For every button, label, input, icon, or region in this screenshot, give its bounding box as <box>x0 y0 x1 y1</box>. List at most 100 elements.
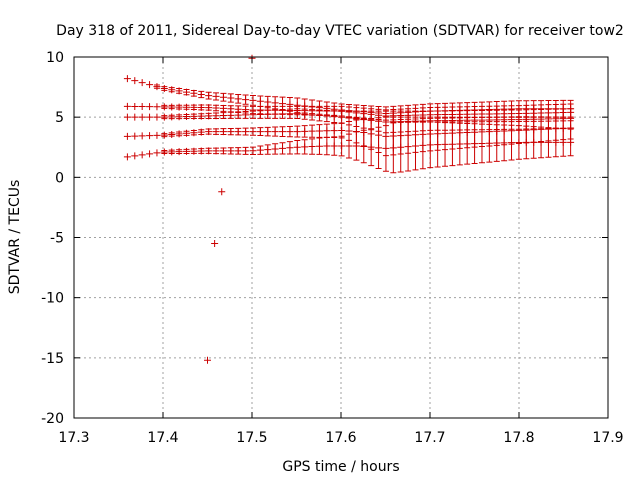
data-point <box>182 129 190 137</box>
data-point <box>160 131 168 139</box>
data-point <box>168 148 176 156</box>
data-point <box>219 128 227 136</box>
data-point <box>219 93 227 101</box>
data-point <box>308 143 316 151</box>
data-layer <box>123 54 575 364</box>
x-tick-label: 17.3 <box>58 430 89 446</box>
data-point <box>205 92 213 100</box>
data-point <box>293 128 301 136</box>
data-point <box>175 113 183 121</box>
y-tick-label: 5 <box>55 110 64 126</box>
data-point <box>256 111 264 119</box>
x-tick-label: 17.4 <box>147 430 178 446</box>
data-point <box>330 127 338 135</box>
data-point <box>315 111 323 119</box>
data-point <box>338 113 346 121</box>
outlier-point <box>218 188 226 196</box>
data-point <box>138 103 146 111</box>
data-point <box>205 147 213 155</box>
data-point <box>264 128 272 136</box>
y-tick-label: 0 <box>55 170 64 186</box>
x-tick-label: 17.8 <box>503 430 534 446</box>
data-point <box>271 128 279 136</box>
data-point <box>249 147 257 155</box>
data-point <box>190 112 198 120</box>
data-point <box>404 143 412 151</box>
data-point <box>131 152 139 160</box>
data-point <box>205 112 213 120</box>
data-point <box>434 141 442 149</box>
data-point <box>227 94 235 102</box>
data-point <box>227 111 235 119</box>
data-point <box>338 126 346 134</box>
y-tick-label: -20 <box>41 411 64 427</box>
data-point <box>190 147 198 155</box>
data-point <box>286 128 294 136</box>
data-point <box>249 128 257 136</box>
data-point <box>559 138 567 146</box>
data-point <box>227 128 235 136</box>
data-point <box>197 90 205 98</box>
x-tick-label: 17.6 <box>325 430 356 446</box>
data-point <box>330 113 338 121</box>
data-point <box>146 113 154 121</box>
data-point <box>530 138 538 146</box>
data-point <box>227 105 235 113</box>
x-tick-label: 17.5 <box>236 430 267 446</box>
data-point <box>264 146 272 154</box>
data-point <box>493 139 501 147</box>
data-point <box>153 103 161 111</box>
outlier-point <box>211 240 219 248</box>
data-point <box>175 103 183 111</box>
data-point <box>301 143 309 151</box>
data-point <box>471 140 479 148</box>
data-point <box>352 142 360 150</box>
data-point <box>308 127 316 135</box>
ticks: 17.3 17.4 17.5 17.6 17.7 17.8 17.9 -20 -15 -10 -5 0… <box>41 50 623 446</box>
data-point <box>212 112 220 120</box>
data-point <box>478 139 486 147</box>
data-point <box>500 139 508 147</box>
data-point <box>197 112 205 120</box>
data-point <box>279 110 287 118</box>
data-point <box>330 142 338 150</box>
data-point <box>264 98 272 106</box>
data-point <box>212 147 220 155</box>
data-point <box>212 104 220 112</box>
data-point <box>426 141 434 149</box>
data-point <box>146 81 154 89</box>
data-point <box>271 110 279 118</box>
data-point <box>160 148 168 156</box>
data-point <box>456 140 464 148</box>
data-point <box>552 138 560 146</box>
data-point <box>123 102 131 110</box>
data-point <box>567 138 575 146</box>
data-point <box>419 141 427 149</box>
data-point <box>138 79 146 87</box>
data-point <box>123 75 131 83</box>
data-point <box>197 128 205 136</box>
data-point <box>197 147 205 155</box>
data-point <box>190 89 198 97</box>
data-point <box>264 110 272 118</box>
data-point <box>448 140 456 148</box>
data-point <box>360 142 368 150</box>
data-point <box>182 88 190 96</box>
data-point <box>182 113 190 121</box>
x-tick-label: 17.9 <box>592 430 623 446</box>
data-point <box>160 103 168 111</box>
data-point <box>522 138 530 146</box>
data-point <box>146 132 154 140</box>
data-point <box>234 95 242 103</box>
data-point <box>323 142 331 150</box>
data-point <box>153 149 161 157</box>
x-axis-label: GPS time / hours <box>282 459 399 475</box>
data-point <box>411 142 419 150</box>
data-point <box>242 111 250 119</box>
data-point <box>463 140 471 148</box>
data-point <box>138 132 146 140</box>
data-point <box>160 85 168 93</box>
data-point <box>205 104 213 112</box>
data-point <box>279 144 287 152</box>
